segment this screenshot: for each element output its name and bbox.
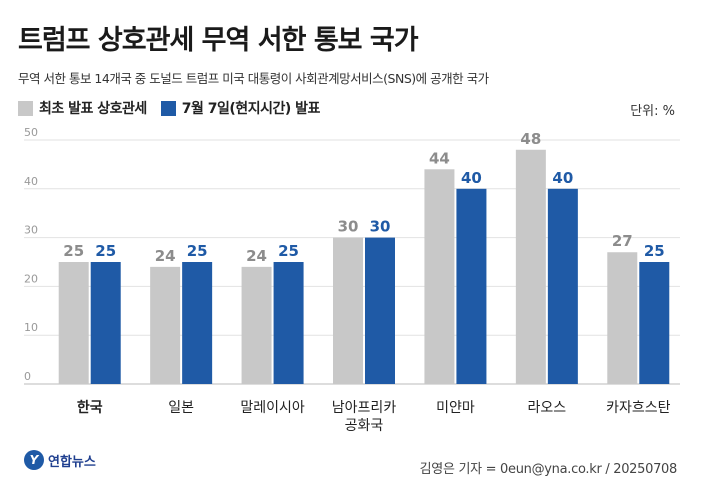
bar-july7 xyxy=(273,262,304,384)
data-label-initial: 25 xyxy=(63,242,84,260)
category-label: 카자흐스탄 xyxy=(606,400,671,416)
legend-swatch-initial xyxy=(18,100,33,116)
bar-initial xyxy=(150,266,181,384)
bar-initial xyxy=(333,237,363,384)
data-label-july7: 25 xyxy=(95,242,116,260)
data-label-initial: 44 xyxy=(429,149,450,167)
legend-swatch-july7 xyxy=(160,100,176,116)
data-label-initial: 27 xyxy=(612,232,633,250)
chart-title: 트럼프 상호관세 무역 서한 통보 국가 xyxy=(18,25,419,56)
legend-label-initial: 최초 발표 상호관세 xyxy=(39,101,147,117)
y-tick-label: 40 xyxy=(24,175,38,188)
bar-july7 xyxy=(456,188,487,384)
category-label: 한국 xyxy=(77,400,103,416)
data-label-initial: 24 xyxy=(246,247,267,265)
bar-july7 xyxy=(90,262,121,384)
legend: 최초 발표 상호관세 7월 7일(현지시간) 발표 xyxy=(18,98,334,118)
legend-item-july7: 7월 7일(현지시간) 발표 xyxy=(160,98,321,118)
data-label-july7: 25 xyxy=(644,242,665,260)
category-label: 라오스 xyxy=(528,400,567,416)
bar-july7 xyxy=(182,262,213,384)
legend-item-initial: 최초 발표 상호관세 xyxy=(18,98,147,118)
bar-initial xyxy=(607,252,638,384)
data-label-july7: 40 xyxy=(552,169,573,187)
y-tick-label: 50 xyxy=(24,126,38,139)
y-tick-label: 10 xyxy=(24,321,38,334)
y-tick-label: 30 xyxy=(24,224,38,237)
category-label: 미얀마 xyxy=(436,400,475,416)
data-label-july7: 25 xyxy=(278,242,299,260)
bar-initial xyxy=(241,266,272,384)
unit-label: 단위: % xyxy=(630,104,675,119)
category-label: 남아프리카 공화국 xyxy=(332,400,397,434)
publisher-name: 연합뉴스 xyxy=(48,454,96,470)
bar-july7 xyxy=(365,237,395,384)
data-label-july7: 40 xyxy=(461,169,482,187)
data-label-july7: 30 xyxy=(370,218,391,236)
bar-july7 xyxy=(639,262,670,384)
bar-initial xyxy=(424,169,455,384)
bar-initial xyxy=(515,149,546,384)
data-label-initial: 48 xyxy=(520,130,541,148)
y-tick-label: 0 xyxy=(24,370,31,383)
chart-subtitle: 무역 서한 통보 14개국 중 도널드 트럼프 미국 대통령이 사회관계망서비스… xyxy=(18,71,489,86)
data-label-initial: 30 xyxy=(338,218,359,236)
legend-label-july7: 7월 7일(현지시간) 발표 xyxy=(181,101,321,117)
data-label-july7: 25 xyxy=(187,242,208,260)
publisher-logo: Y 연합뉴스 xyxy=(24,450,96,470)
category-label: 일본 xyxy=(168,400,194,416)
bar-initial xyxy=(58,262,89,384)
credit-line: 김영은 기자 = 0eun@yna.co.kr / 20250708 xyxy=(419,462,678,477)
yonhap-logo-icon: Y xyxy=(24,450,44,470)
y-tick-label: 20 xyxy=(24,272,38,285)
data-label-initial: 24 xyxy=(155,247,176,265)
category-label: 말레이시아 xyxy=(240,400,305,416)
bar-july7 xyxy=(547,188,578,384)
